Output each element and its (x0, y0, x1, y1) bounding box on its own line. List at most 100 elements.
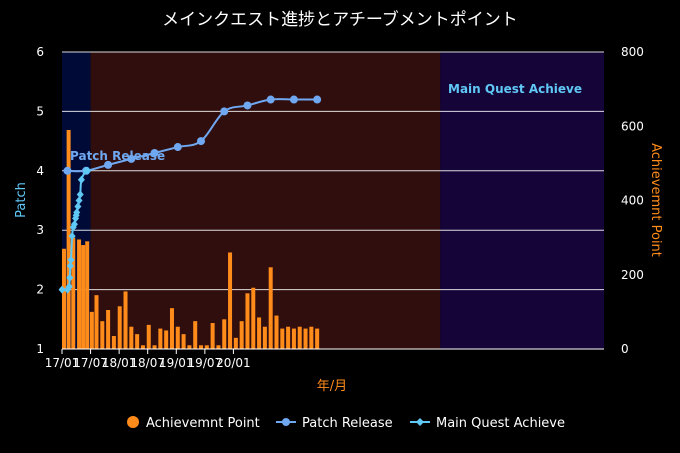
bar-45 (315, 328, 320, 349)
main-quest-point-1 (63, 285, 71, 294)
y-left-tick-label-1: 2 (36, 283, 44, 297)
bar-32 (239, 321, 244, 349)
legend-label-main-quest: Main Quest Achieve (436, 416, 565, 431)
line-series (58, 95, 322, 294)
bar-12 (123, 291, 128, 349)
y-left-tick-label-4: 5 (36, 104, 44, 118)
main-quest-point-0 (58, 285, 66, 294)
bar-30 (228, 252, 233, 349)
bar-37 (268, 267, 273, 349)
bar-21 (175, 326, 180, 349)
bar-26 (204, 345, 209, 349)
x-tick-label-0: 17/01 (45, 356, 80, 370)
bar-14 (135, 334, 140, 349)
y-right-tick-label-3: 600 (621, 119, 644, 133)
bar-22 (181, 334, 186, 349)
y-right-tick-label-0: 0 (621, 342, 629, 356)
chart-title: メインクエスト進捗とアチーブメントポイント (162, 9, 518, 30)
bar-43 (303, 328, 308, 349)
bar-9 (106, 310, 111, 349)
bar-24 (193, 321, 198, 349)
background-bands (62, 52, 604, 349)
bar-11 (117, 306, 122, 349)
patch-release-point-11 (313, 95, 322, 104)
patch-release-point-7 (220, 107, 229, 116)
bar-40 (286, 326, 291, 349)
bar-39 (280, 328, 285, 349)
patch-release-point-6 (197, 137, 206, 146)
y-left-tick-label-0: 1 (36, 342, 44, 356)
y-left-tick-label-3: 4 (36, 164, 44, 178)
gridlines (62, 51, 604, 291)
legend-marker-achievement (127, 416, 139, 428)
main-quest-point-8 (70, 220, 78, 229)
bar-8 (100, 321, 105, 349)
bar-13 (129, 326, 134, 349)
legend-label-achievement: Achievemnt Point (146, 416, 260, 431)
x-axis-label: 年/月 (317, 379, 347, 394)
y-left-tick-label-5: 6 (36, 45, 44, 59)
x-tick-label-4: 19/01 (159, 356, 194, 370)
x-tick-label-2: 18/01 (102, 356, 137, 370)
y-right-tick-label-2: 400 (621, 194, 644, 208)
legend-marker-main-quest (416, 418, 424, 426)
bar-19 (164, 330, 169, 349)
legend: Achievemnt Point Patch Release Main Ques… (127, 416, 565, 431)
bar-3 (77, 239, 82, 349)
bar-4 (81, 245, 86, 349)
background-band-2 (440, 52, 604, 349)
bar-5 (85, 241, 90, 349)
legend-label-patch: Patch Release (302, 416, 393, 431)
achievement-bars (61, 129, 320, 349)
main-quest-point-5 (67, 255, 75, 264)
bar-27 (210, 323, 215, 349)
main-quest-point-11 (73, 208, 81, 217)
bar-15 (140, 345, 145, 349)
bar-36 (262, 326, 267, 349)
bar-41 (291, 328, 296, 349)
bar-34 (251, 287, 256, 349)
bar-44 (309, 326, 314, 349)
patch-release-point-0 (63, 166, 72, 175)
bar-2 (71, 237, 76, 349)
main-quest-point-2 (65, 282, 73, 291)
patch-release-point-10 (289, 95, 298, 104)
x-tick-label-5: 19/07 (188, 356, 223, 370)
bar-28 (216, 345, 221, 349)
patch-release-point-5 (173, 143, 182, 152)
main-quest-point-15 (77, 175, 85, 184)
main-quest-point-3 (66, 273, 74, 282)
bar-18 (158, 328, 163, 349)
main-quest-point-6 (68, 232, 76, 241)
patch-release-point-3 (127, 154, 136, 163)
bar-10 (111, 336, 116, 349)
bar-6 (89, 311, 94, 349)
bar-20 (169, 308, 174, 349)
patch-release-point-9 (266, 95, 275, 104)
bar-17 (152, 345, 157, 349)
y-left-tick-label-2: 3 (36, 223, 44, 237)
x-tick-label-1: 17/07 (73, 356, 108, 370)
bar-0 (61, 248, 66, 349)
main-quest-point-12 (74, 202, 82, 211)
y-right-tick-label-1: 200 (621, 268, 644, 282)
bar-7 (94, 295, 99, 349)
main-quest-point-17 (84, 166, 92, 175)
x-tick-label-6: 20/01 (216, 356, 251, 370)
main-quest-point-14 (76, 190, 84, 199)
legend-marker-patch (282, 418, 290, 426)
background-band-1 (90, 52, 441, 349)
x-tick-label-3: 18/07 (130, 356, 165, 370)
patch-release-point-2 (104, 160, 113, 169)
patch-release-point-8 (243, 101, 252, 110)
bar-35 (257, 317, 262, 349)
annotation-main-quest-achieve: Main Quest Achieve (448, 82, 582, 96)
y-axis-right-label: Achievemnt Point (648, 143, 663, 257)
bar-38 (274, 315, 279, 349)
bar-25 (199, 345, 204, 349)
bar-16 (146, 324, 151, 349)
bar-42 (297, 326, 302, 349)
main-quest-point-13 (75, 196, 83, 205)
